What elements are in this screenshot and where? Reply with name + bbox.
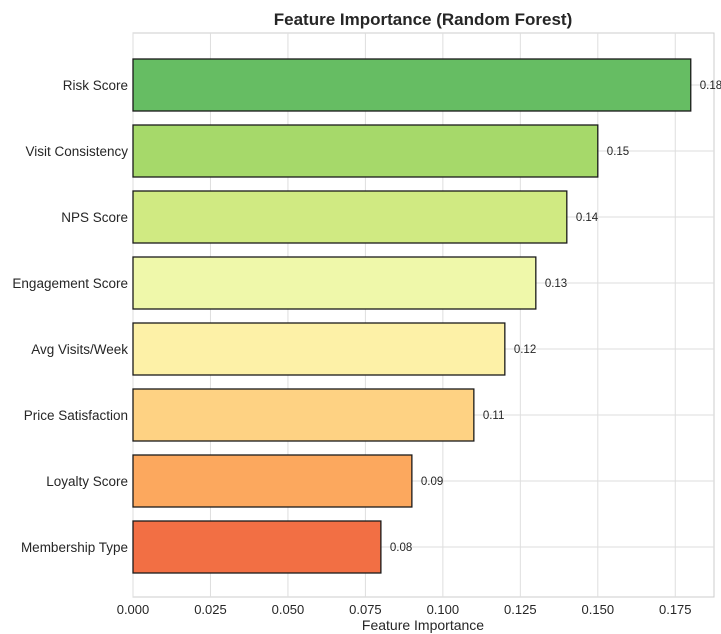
plot-area	[132, 32, 715, 598]
bar-value-label: 0.15	[607, 146, 629, 158]
bar	[132, 454, 413, 508]
category-label: Loyalty Score	[46, 474, 128, 489]
bar-value-label: 0.13	[545, 278, 567, 290]
x-tick-label: 0.025	[194, 602, 227, 617]
bar-value-label: 0.18	[700, 80, 721, 92]
category-label: Risk Score	[63, 78, 128, 93]
category-label: Price Satisfaction	[24, 408, 128, 423]
value-labels: 0.18 0.15 0.14 0.13 0.12 0.11 0.09 0.08	[390, 80, 721, 554]
bar	[132, 256, 537, 310]
category-label: Avg Visits/Week	[31, 342, 128, 357]
bar	[132, 124, 599, 178]
category-label: Visit Consistency	[25, 144, 128, 159]
bar	[132, 58, 692, 112]
bar-value-label: 0.11	[483, 410, 505, 422]
bar-value-label: 0.09	[421, 476, 443, 488]
bar-value-label: 0.12	[514, 344, 536, 356]
x-tick-label: 0.125	[504, 602, 537, 617]
bar-value-label: 0.08	[390, 542, 412, 554]
x-tick-label: 0.050	[272, 602, 305, 617]
x-tick-labels: 0.000 0.025 0.050 0.075 0.100 0.125 0.150 0.175	[117, 602, 692, 617]
x-tick-label: 0.150	[582, 602, 615, 617]
category-label: NPS Score	[61, 210, 128, 225]
bar	[132, 322, 506, 376]
bar	[132, 190, 568, 244]
bar	[132, 520, 382, 574]
x-tick-label: 0.100	[427, 602, 460, 617]
chart-title: Feature Importance (Random Forest)	[274, 10, 573, 29]
category-label: Engagement Score	[12, 276, 128, 291]
x-axis-label: Feature Importance	[362, 617, 484, 633]
x-tick-label: 0.175	[659, 602, 692, 617]
category-labels: Risk Score Visit Consistency NPS Score Enga…	[12, 78, 128, 555]
bar	[132, 388, 475, 442]
bar-value-label: 0.14	[576, 212, 599, 224]
x-tick-label: 0.000	[117, 602, 150, 617]
x-tick-label: 0.075	[349, 602, 382, 617]
category-label: Membership Type	[21, 540, 128, 555]
bars	[132, 58, 692, 574]
